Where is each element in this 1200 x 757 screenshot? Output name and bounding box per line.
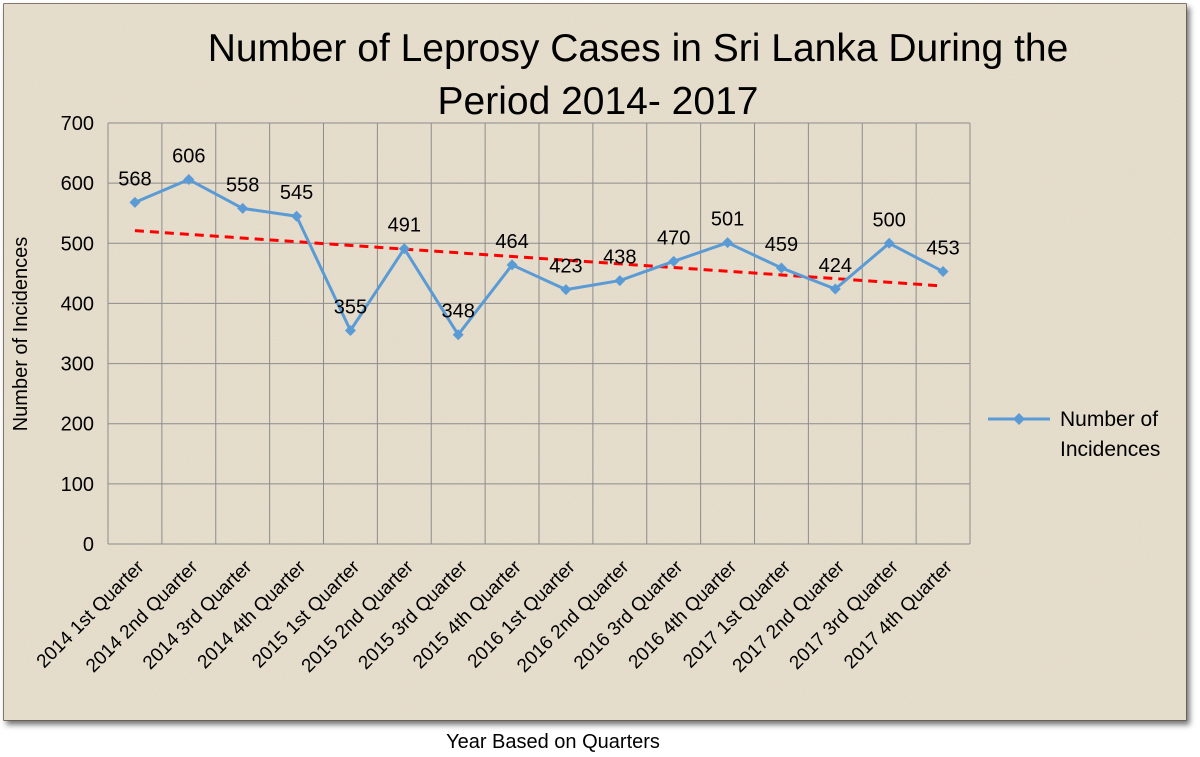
data-label: 606 bbox=[172, 146, 205, 168]
trendline-layer bbox=[134, 229, 944, 288]
legend-label-line2: Incidences bbox=[1060, 438, 1160, 461]
legend-marker bbox=[1013, 413, 1025, 425]
data-label: 470 bbox=[657, 227, 690, 249]
data-label: 501 bbox=[711, 209, 744, 231]
chart-title-line2: Period 2014- 2017 bbox=[438, 80, 759, 123]
data-point bbox=[183, 174, 195, 186]
data-label: 459 bbox=[765, 234, 798, 256]
y-tick-label: 200 bbox=[61, 414, 94, 436]
data-label: 558 bbox=[226, 174, 259, 196]
data-point bbox=[722, 237, 734, 249]
y-tick-label: 700 bbox=[61, 113, 94, 135]
data-point bbox=[775, 262, 787, 274]
data-point bbox=[129, 196, 141, 208]
data-label: 464 bbox=[495, 231, 528, 253]
y-tick-label: 0 bbox=[83, 534, 94, 556]
y-axis-title: Number of Incidences bbox=[10, 237, 32, 432]
chart-title-line1: Number of Leprosy Cases in Sri Lanka Dur… bbox=[208, 27, 1069, 70]
y-tick-label: 300 bbox=[61, 354, 94, 376]
legend: Number of Incidences bbox=[988, 408, 1160, 461]
data-label: 568 bbox=[118, 168, 151, 190]
data-point bbox=[506, 259, 518, 271]
data-point bbox=[668, 255, 680, 267]
series-line bbox=[134, 178, 944, 337]
data-label: 438 bbox=[603, 247, 636, 269]
data-point bbox=[344, 324, 356, 336]
data-label: 424 bbox=[819, 255, 852, 277]
data-label: 348 bbox=[442, 301, 475, 323]
data-label: 491 bbox=[388, 215, 421, 237]
data-label: 500 bbox=[873, 209, 906, 231]
data-label: 355 bbox=[334, 296, 367, 318]
data-point bbox=[398, 243, 410, 255]
data-point bbox=[614, 275, 626, 287]
legend-label-line1: Number of bbox=[1060, 408, 1158, 431]
x-axis-title: Year Based on Quarters bbox=[446, 731, 660, 753]
data-label: 545 bbox=[280, 182, 313, 204]
data-point bbox=[883, 237, 895, 249]
data-point bbox=[291, 210, 303, 222]
data-label: 453 bbox=[926, 238, 959, 260]
data-point bbox=[560, 284, 572, 296]
trendline bbox=[134, 229, 944, 288]
y-tick-label: 600 bbox=[61, 173, 94, 195]
y-tick-label: 100 bbox=[61, 474, 94, 496]
data-point bbox=[452, 329, 464, 341]
data-labels: 568 606 558 545 355 491 348 464 423 438 470 501 459 4… bbox=[118, 146, 960, 323]
series-layer bbox=[129, 174, 949, 341]
y-tick-label: 500 bbox=[61, 233, 94, 255]
data-point bbox=[237, 202, 249, 214]
y-axis-ticks: 0 100 200 300 400 500 600 700 bbox=[61, 113, 94, 556]
data-point bbox=[829, 283, 841, 295]
data-label: 423 bbox=[549, 256, 582, 278]
y-tick-label: 400 bbox=[61, 293, 94, 315]
data-point bbox=[937, 266, 949, 278]
